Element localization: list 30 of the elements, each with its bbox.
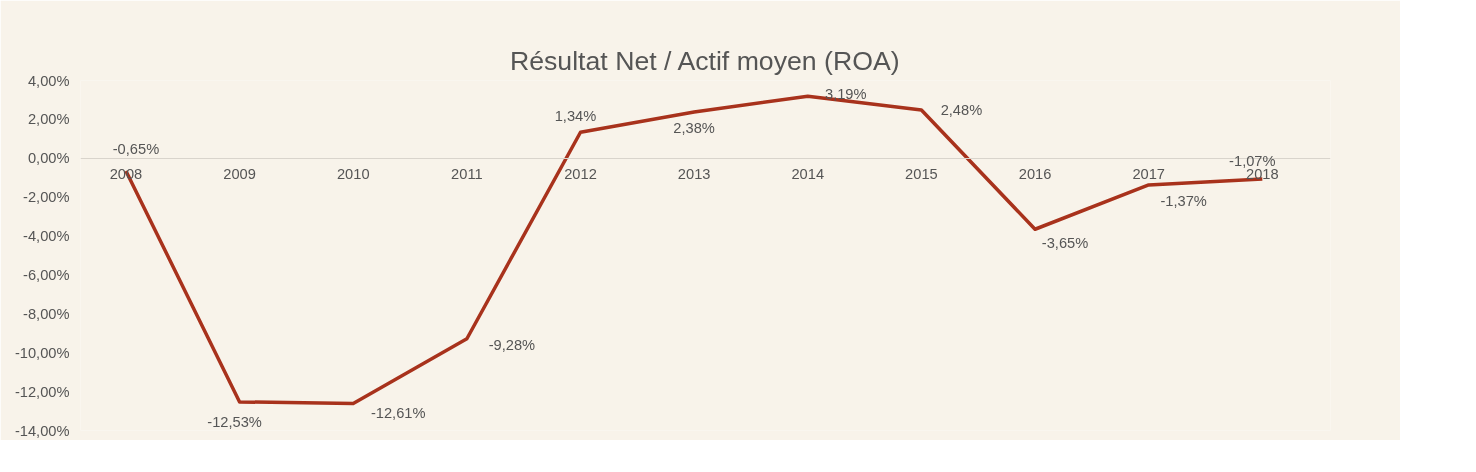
y-tick-label: 4,00% <box>27 72 70 89</box>
y-tick-label: -12,00% <box>14 383 70 400</box>
data-label: -9,28% <box>488 336 536 353</box>
y-tick-label: -14,00% <box>14 422 70 439</box>
x-tick-label: 2016 <box>1018 166 1052 183</box>
y-tick-label: -6,00% <box>23 266 70 283</box>
data-label: 3,19% <box>824 86 867 103</box>
data-label: 2,48% <box>940 102 983 119</box>
x-tick-label: 2014 <box>791 166 825 183</box>
data-label: -12,61% <box>370 405 426 422</box>
x-tick-label: 2010 <box>336 166 370 183</box>
data-label: -3,65% <box>1041 235 1089 252</box>
y-tick-label: -10,00% <box>14 344 70 361</box>
data-label: -1,37% <box>1160 192 1207 209</box>
x-tick-label: 2009 <box>223 166 256 183</box>
y-tick-label: -2,00% <box>23 189 70 206</box>
data-label: 2,38% <box>673 120 715 136</box>
x-tick-label: 2012 <box>564 166 597 183</box>
y-tick-label: -8,00% <box>23 305 70 322</box>
chart-title: Résultat Net / Actif moyen (ROA) <box>509 45 900 76</box>
y-tick-label: -4,00% <box>23 228 70 245</box>
data-label: -12,53% <box>207 413 262 430</box>
data-label: -0,65% <box>112 140 160 157</box>
x-tick-label: 2017 <box>1132 166 1165 183</box>
x-tick-label: 2015 <box>905 166 938 183</box>
data-label: 1,34% <box>554 108 597 125</box>
x-tick-label: 2011 <box>451 166 483 183</box>
x-tick-label: 2013 <box>677 166 711 183</box>
y-tick-label: 2,00% <box>27 111 70 128</box>
y-tick-label: 0,00% <box>27 150 70 167</box>
